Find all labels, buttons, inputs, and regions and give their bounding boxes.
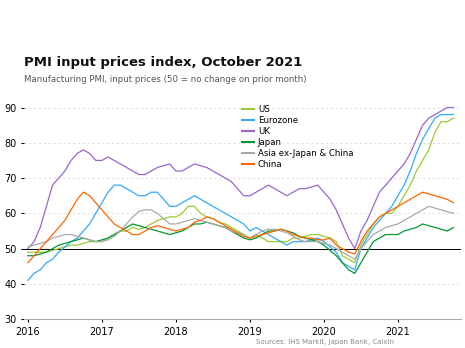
Text: Manufacturing PMI, input prices (50 = no change on prior month): Manufacturing PMI, input prices (50 = no…: [24, 74, 307, 84]
Legend: US, Eurozone, UK, Japan, Asia ex-Japan & China, China: US, Eurozone, UK, Japan, Asia ex-Japan &…: [238, 101, 357, 173]
Text: PMI input prices index, October 2021: PMI input prices index, October 2021: [24, 56, 302, 69]
Text: Sources: IHS Markit, Japan Bank, Caixin: Sources: IHS Markit, Japan Bank, Caixin: [256, 339, 394, 345]
